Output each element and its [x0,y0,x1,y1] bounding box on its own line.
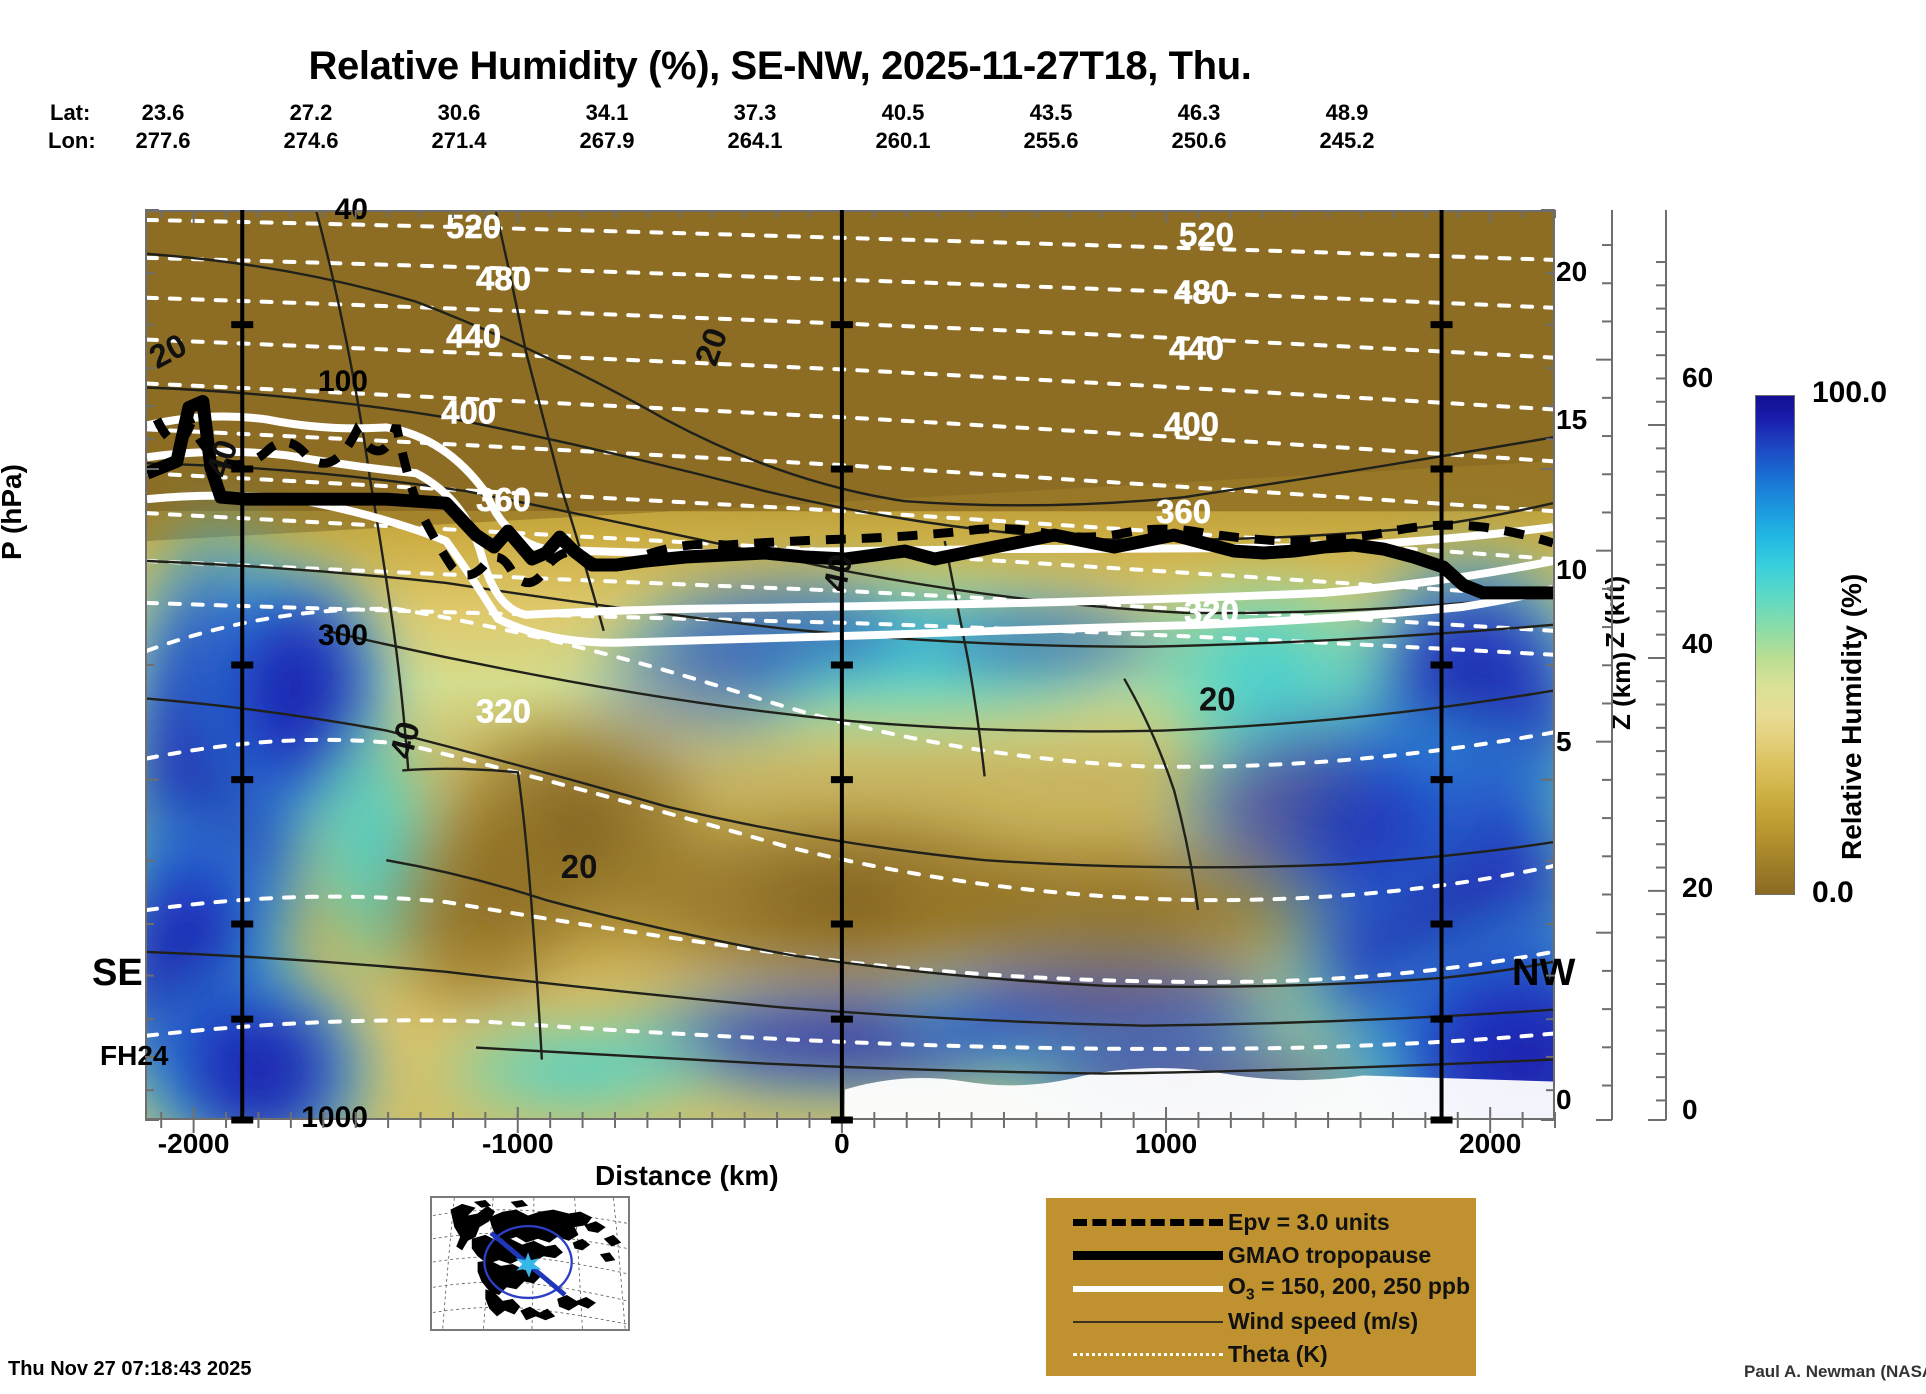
legend-label-ozone: O3 = 150, 200, 250 ppb [1228,1272,1471,1304]
longitude-value-4: 264.1 [727,128,783,153]
z-kft-axis-label: Z (kft) [1600,575,1630,648]
z-km-axis-label: Z (km) [1606,652,1636,730]
theta-label-520: 520 [446,212,501,245]
legend-label-theta: Theta (K) [1228,1341,1328,1367]
latitude-header-row: Lat: 23.6 27.2 30.6 34.1 37.3 40.5 43.5 46.3 48.… [0,100,1560,126]
longitude-value-5: 260.1 [875,128,931,153]
colorbar-axis-label: Relative Humidity (%) [1836,573,1867,860]
y-tick-40: 40 [334,193,368,226]
longitude-value-7: 250.6 [1171,128,1227,153]
latitude-value-5: 40.5 [881,100,925,125]
legend-row-tropopause: GMAO tropopause [1046,1239,1476,1272]
theta-label-440-right: 440 [1169,330,1224,367]
y-axis-label: P (hPa) [0,464,27,560]
wind-speed-contours [147,212,1553,1075]
x-tick-neg2000: -2000 [157,1128,230,1159]
latitude-label: Lat: [50,100,91,125]
theta-label-480-right: 480 [1174,274,1229,311]
x-tick-neg1000: -1000 [481,1128,554,1159]
coastlines [450,1199,622,1321]
theta-label-400: 400 [441,393,496,430]
legend-row-wind: Wind speed (m/s) [1046,1305,1476,1338]
longitude-header-row: Lon: 277.6 274.6 271.4 267.9 264.1 260.1 255.6… [0,128,1560,154]
colorbar-max-label: 100.0 [1812,376,1888,409]
legend-label-tropopause: GMAO tropopause [1228,1242,1432,1268]
z-km-tick-10: 10 [1556,554,1588,585]
epv-line-icon [1068,1208,1228,1238]
inset-circle [483,1224,573,1300]
longitude-value-2: 271.4 [431,128,487,153]
theta-label-400-right: 400 [1164,405,1219,442]
z-kft-tick-20: 20 [1682,872,1714,903]
legend-label-wind: Wind speed (m/s) [1228,1308,1419,1334]
colorbar[interactable] [1755,395,1795,895]
z-km-tick-20: 20 [1556,256,1588,287]
cross-section-plot[interactable]: 520 480 440 400 360 320 520 480 440 400 … [145,210,1555,1120]
z-kft-tick-60: 60 [1682,362,1714,393]
longitude-value-3: 267.9 [579,128,635,153]
y-tick-100: 100 [317,365,368,398]
theta-label-480: 480 [476,260,531,297]
colorbar-min-label: 0.0 [1812,876,1854,909]
latitude-value-6: 43.5 [1029,100,1073,125]
inset-center-star-icon [515,1252,542,1278]
wind-label-40-mid: 40 [816,551,860,594]
longitude-value-0: 277.6 [135,128,191,153]
plot-legend: Epv = 3.0 units GMAO tropopause O3 = 150… [1046,1198,1476,1376]
theta-label-360-right: 360 [1156,493,1211,530]
relative-humidity-field: 520 480 440 400 360 320 520 480 440 400 … [147,212,1553,1118]
inset-map-graphic [432,1197,628,1330]
wind-line-icon [1068,1307,1228,1337]
theta-label-520-right: 520 [1179,216,1234,253]
z-kft-tick-40: 40 [1682,628,1714,659]
inset-map[interactable] [430,1196,630,1331]
wind-label-20-low: 20 [561,848,598,885]
ozone-line-icon [1068,1274,1228,1304]
z-km-tick-5: 5 [1556,726,1572,757]
longitude-value-8: 245.2 [1319,128,1375,153]
z-km-tick-15: 15 [1556,404,1588,435]
orientation-se-label: SE [92,952,143,994]
theta-label-320-right: 320 [1184,593,1239,630]
x-axis-label: Distance (km) [595,1160,779,1191]
orientation-nw-label: NW [1512,952,1576,994]
theta-label-440: 440 [446,318,501,355]
wind-label-40-low: 40 [382,718,427,762]
latitude-value-4: 37.3 [733,100,777,125]
longitude-label: Lon: [48,128,96,153]
z-kft-tick-0: 0 [1682,1094,1698,1125]
theta-contour-labels: 520 480 440 400 360 320 520 480 440 400 … [441,212,1239,730]
legend-label-epv: Epv = 3.0 units [1228,1209,1390,1235]
longitude-value-1: 274.6 [283,128,339,153]
forecast-hour-label: FH24 [100,1040,169,1071]
legend-row-epv: Epv = 3.0 units [1046,1206,1476,1239]
tropopause-line-icon [1068,1241,1228,1271]
latitude-value-3: 34.1 [585,100,629,125]
theta-label-360: 360 [476,481,531,518]
latitude-value-1: 27.2 [289,100,333,125]
theta-line-icon [1068,1340,1228,1370]
x-tick-2000: 2000 [1459,1128,1522,1159]
generation-timestamp: Thu Nov 27 07:18:43 2025 [8,1358,252,1380]
latitude-value-0: 23.6 [141,100,185,125]
latitude-value-2: 30.6 [437,100,481,125]
latitude-value-7: 46.3 [1177,100,1221,125]
theta-label-320: 320 [476,693,531,730]
x-tick-0: 0 [834,1128,850,1159]
gmao-tropopause [147,394,1553,600]
longitude-value-6: 255.6 [1023,128,1079,153]
latitude-value-8: 48.9 [1325,100,1369,125]
z-km-tick-0: 0 [1556,1084,1572,1115]
author-credit: Paul A. Newman (NASA [1744,1362,1926,1381]
wind-label-20-right: 20 [1199,681,1236,718]
legend-row-theta: Theta (K) [1046,1338,1476,1371]
y-tick-1000: 1000 [301,1101,368,1134]
x-tick-1000: 1000 [1134,1128,1198,1159]
page-title: Relative Humidity (%), SE-NW, 2025-11-27… [308,44,1252,88]
y-tick-300: 300 [317,619,368,652]
legend-row-ozone: O3 = 150, 200, 250 ppb [1046,1272,1476,1305]
